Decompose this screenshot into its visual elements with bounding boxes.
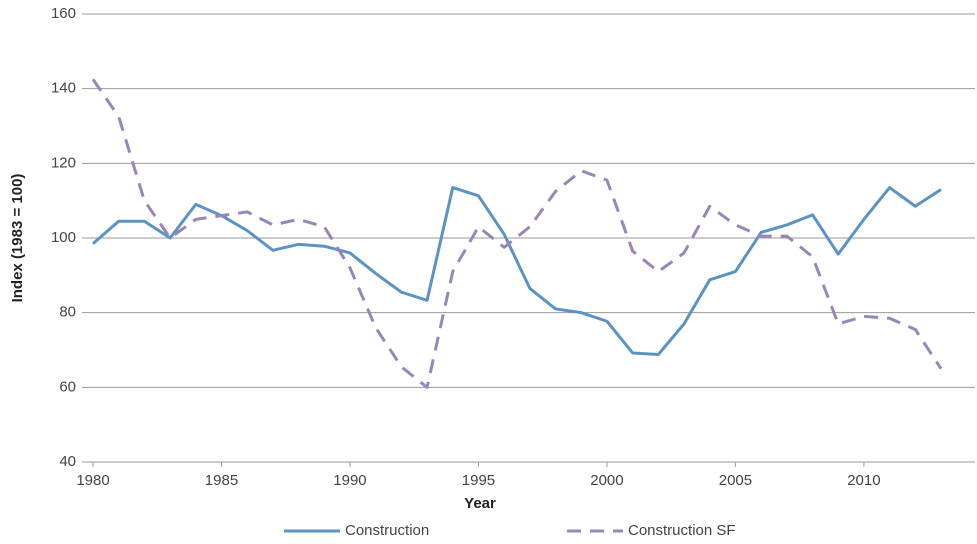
y-tick-label: 140 (51, 80, 76, 97)
y-tick-label: 100 (51, 229, 76, 246)
x-tick-label: 1995 (462, 472, 495, 489)
y-tick-label: 80 (59, 304, 76, 321)
x-tick-label: 2010 (847, 472, 880, 489)
y-tick-label: 60 (59, 378, 76, 395)
series-line (92, 186, 942, 356)
legend-label: Construction (345, 522, 429, 539)
y-tick-label: 120 (51, 154, 76, 171)
x-tick-label: 1990 (333, 472, 366, 489)
series-line (91, 78, 943, 389)
legend-label: Construction SF (628, 522, 736, 539)
y-axis-title: Index (1983 = 100) (9, 174, 26, 303)
x-tick-label: 2005 (719, 472, 752, 489)
x-tick-label: 2000 (590, 472, 623, 489)
y-tick-label: 160 (51, 5, 76, 22)
x-tick-label: 1980 (76, 472, 109, 489)
y-tick-label: 40 (59, 453, 76, 470)
x-tick-label: 1985 (205, 472, 238, 489)
x-axis-title: Year (464, 495, 496, 512)
